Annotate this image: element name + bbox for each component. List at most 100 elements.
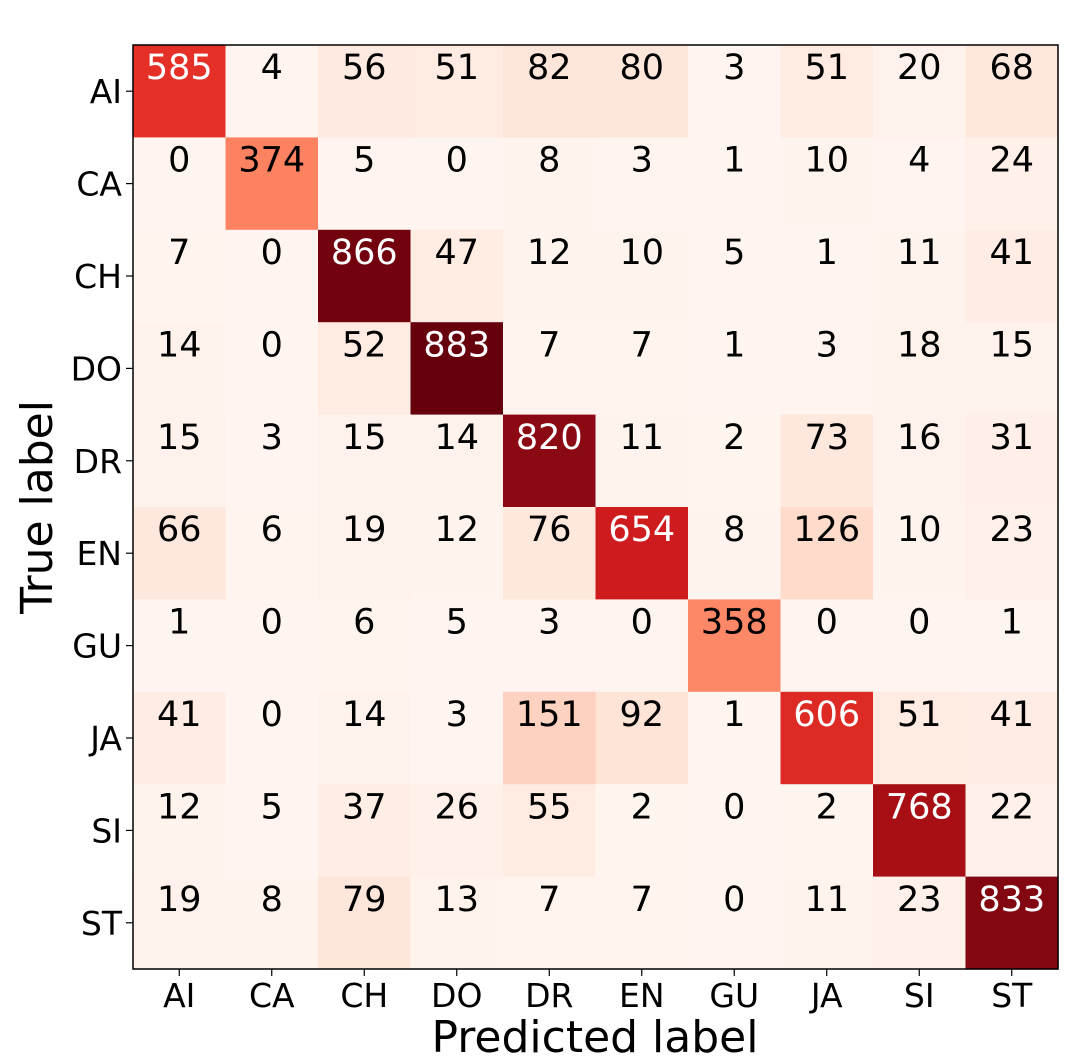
heatmap-cell xyxy=(780,507,874,600)
y-tick-label: SI xyxy=(91,811,122,850)
heatmap-cell-value: 6 xyxy=(261,510,283,550)
heatmap-cell-value: 47 xyxy=(434,233,479,273)
heatmap-cell xyxy=(225,137,319,231)
heatmap-cell-value: 20 xyxy=(897,48,942,88)
heatmap-cell xyxy=(318,507,412,600)
y-tick-label: DR xyxy=(74,442,122,481)
heatmap-cell xyxy=(133,45,227,138)
y-tick-label: ST xyxy=(81,904,123,943)
heatmap-cell-value: 80 xyxy=(619,48,664,88)
heatmap-cell xyxy=(873,876,967,970)
y-axis-ticks: AI CA CH DO DR EN GU JA SI ST xyxy=(71,72,133,943)
heatmap-cell-value: 4 xyxy=(908,141,930,181)
heatmap-cell xyxy=(225,784,319,878)
heatmap-cell xyxy=(595,229,689,323)
heatmap-cell-value: 2 xyxy=(723,418,745,458)
heatmap-cell-value: 7 xyxy=(538,325,560,365)
heatmap-cell-value: 0 xyxy=(446,141,468,181)
heatmap-cell xyxy=(410,599,504,693)
heatmap-cell xyxy=(595,45,689,138)
heatmap-cell xyxy=(965,45,1059,138)
heatmap-cell-value: 0 xyxy=(261,233,283,273)
heatmap-cell-value: 3 xyxy=(446,695,468,735)
heatmap-cell xyxy=(410,322,504,416)
heatmap-cell xyxy=(780,599,874,693)
x-tick-label: ST xyxy=(991,976,1033,1015)
heatmap-cell xyxy=(595,599,689,693)
heatmap-cell xyxy=(873,691,967,785)
heatmap-cell xyxy=(410,876,504,970)
heatmap-cell xyxy=(133,876,227,970)
heatmap-cell-value: 11 xyxy=(897,233,942,273)
heatmap-cell-value: 92 xyxy=(619,695,664,735)
heatmap-cell xyxy=(133,414,227,508)
heatmap-cell-value: 19 xyxy=(157,880,202,920)
heatmap-cell xyxy=(318,784,412,878)
heatmap-cell-value: 10 xyxy=(804,141,849,181)
heatmap-cell xyxy=(688,876,782,970)
x-tick-label: GU xyxy=(709,976,759,1015)
heatmap-cell xyxy=(225,45,319,138)
heatmap-cell xyxy=(688,322,782,416)
heatmap-cell xyxy=(133,507,227,600)
heatmap-cell xyxy=(318,414,412,508)
heatmap-cell xyxy=(595,691,689,785)
heatmap-cell xyxy=(873,599,967,693)
y-tick-label: CA xyxy=(76,165,122,204)
heatmap-cell xyxy=(133,322,227,416)
heatmap-cell-value: 0 xyxy=(261,325,283,365)
y-tick-label: DO xyxy=(71,349,122,388)
heatmap-cell-value: 52 xyxy=(342,325,387,365)
heatmap-cell-value: 56 xyxy=(342,48,387,88)
heatmap-cell-value: 0 xyxy=(908,603,930,643)
heatmap-cell xyxy=(318,45,412,138)
heatmap-cell xyxy=(873,229,967,323)
heatmap-cell-value: 23 xyxy=(897,880,942,920)
heatmap-cell-value: 10 xyxy=(897,510,942,550)
heatmap-cell xyxy=(503,229,597,323)
heatmap-cell-value: 606 xyxy=(793,695,860,735)
heatmap-cell-value: 1 xyxy=(168,603,190,643)
heatmap-cell xyxy=(873,507,967,600)
heatmap-cell xyxy=(595,137,689,231)
heatmap-cell-value: 0 xyxy=(261,695,283,735)
heatmap-cell xyxy=(595,784,689,878)
heatmap-cell xyxy=(318,599,412,693)
heatmap-cell-value: 1 xyxy=(723,325,745,365)
heatmap-cell-value: 768 xyxy=(886,787,953,827)
heatmap-cell-value: 51 xyxy=(804,48,849,88)
heatmap-cell xyxy=(503,322,597,416)
heatmap-cell xyxy=(965,784,1059,878)
heatmap-cell xyxy=(318,691,412,785)
heatmap-cell-value: 7 xyxy=(538,880,560,920)
heatmap-cell xyxy=(688,137,782,231)
heatmap-cell-value: 3 xyxy=(631,141,653,181)
heatmap-cell-value: 833 xyxy=(978,880,1045,920)
heatmap-cell xyxy=(965,507,1059,600)
heatmap-cell xyxy=(133,229,227,323)
heatmap-cell xyxy=(965,322,1059,416)
heatmap-cell xyxy=(225,229,319,323)
heatmap-cell xyxy=(225,322,319,416)
y-tick-label: EN xyxy=(76,534,122,573)
heatmap-cell xyxy=(225,876,319,970)
heatmap-cell xyxy=(780,876,874,970)
heatmap-cell xyxy=(965,691,1059,785)
heatmap-cell-value: 14 xyxy=(342,695,387,735)
heatmap-cell-value: 16 xyxy=(897,418,942,458)
heatmap-cell xyxy=(595,876,689,970)
heatmap-cell xyxy=(410,784,504,878)
heatmap-cell xyxy=(873,784,967,878)
heatmap-cell xyxy=(318,322,412,416)
heatmap-cell xyxy=(780,229,874,323)
heatmap-cell xyxy=(688,45,782,138)
heatmap-cell-value: 1 xyxy=(816,233,838,273)
heatmap-cell xyxy=(688,691,782,785)
heatmap-cell xyxy=(688,507,782,600)
heatmap-cell-value: 82 xyxy=(527,48,572,88)
heatmap-cell-labels: 585 4 56 51 82 80 3 51 20 680 374 5 0 8 3 1 10 4 247 0 866 47… xyxy=(146,48,1045,920)
heatmap-cell-value: 23 xyxy=(989,510,1034,550)
heatmap-cell xyxy=(780,45,874,138)
heatmap-cell xyxy=(688,229,782,323)
heatmap-cell xyxy=(965,414,1059,508)
